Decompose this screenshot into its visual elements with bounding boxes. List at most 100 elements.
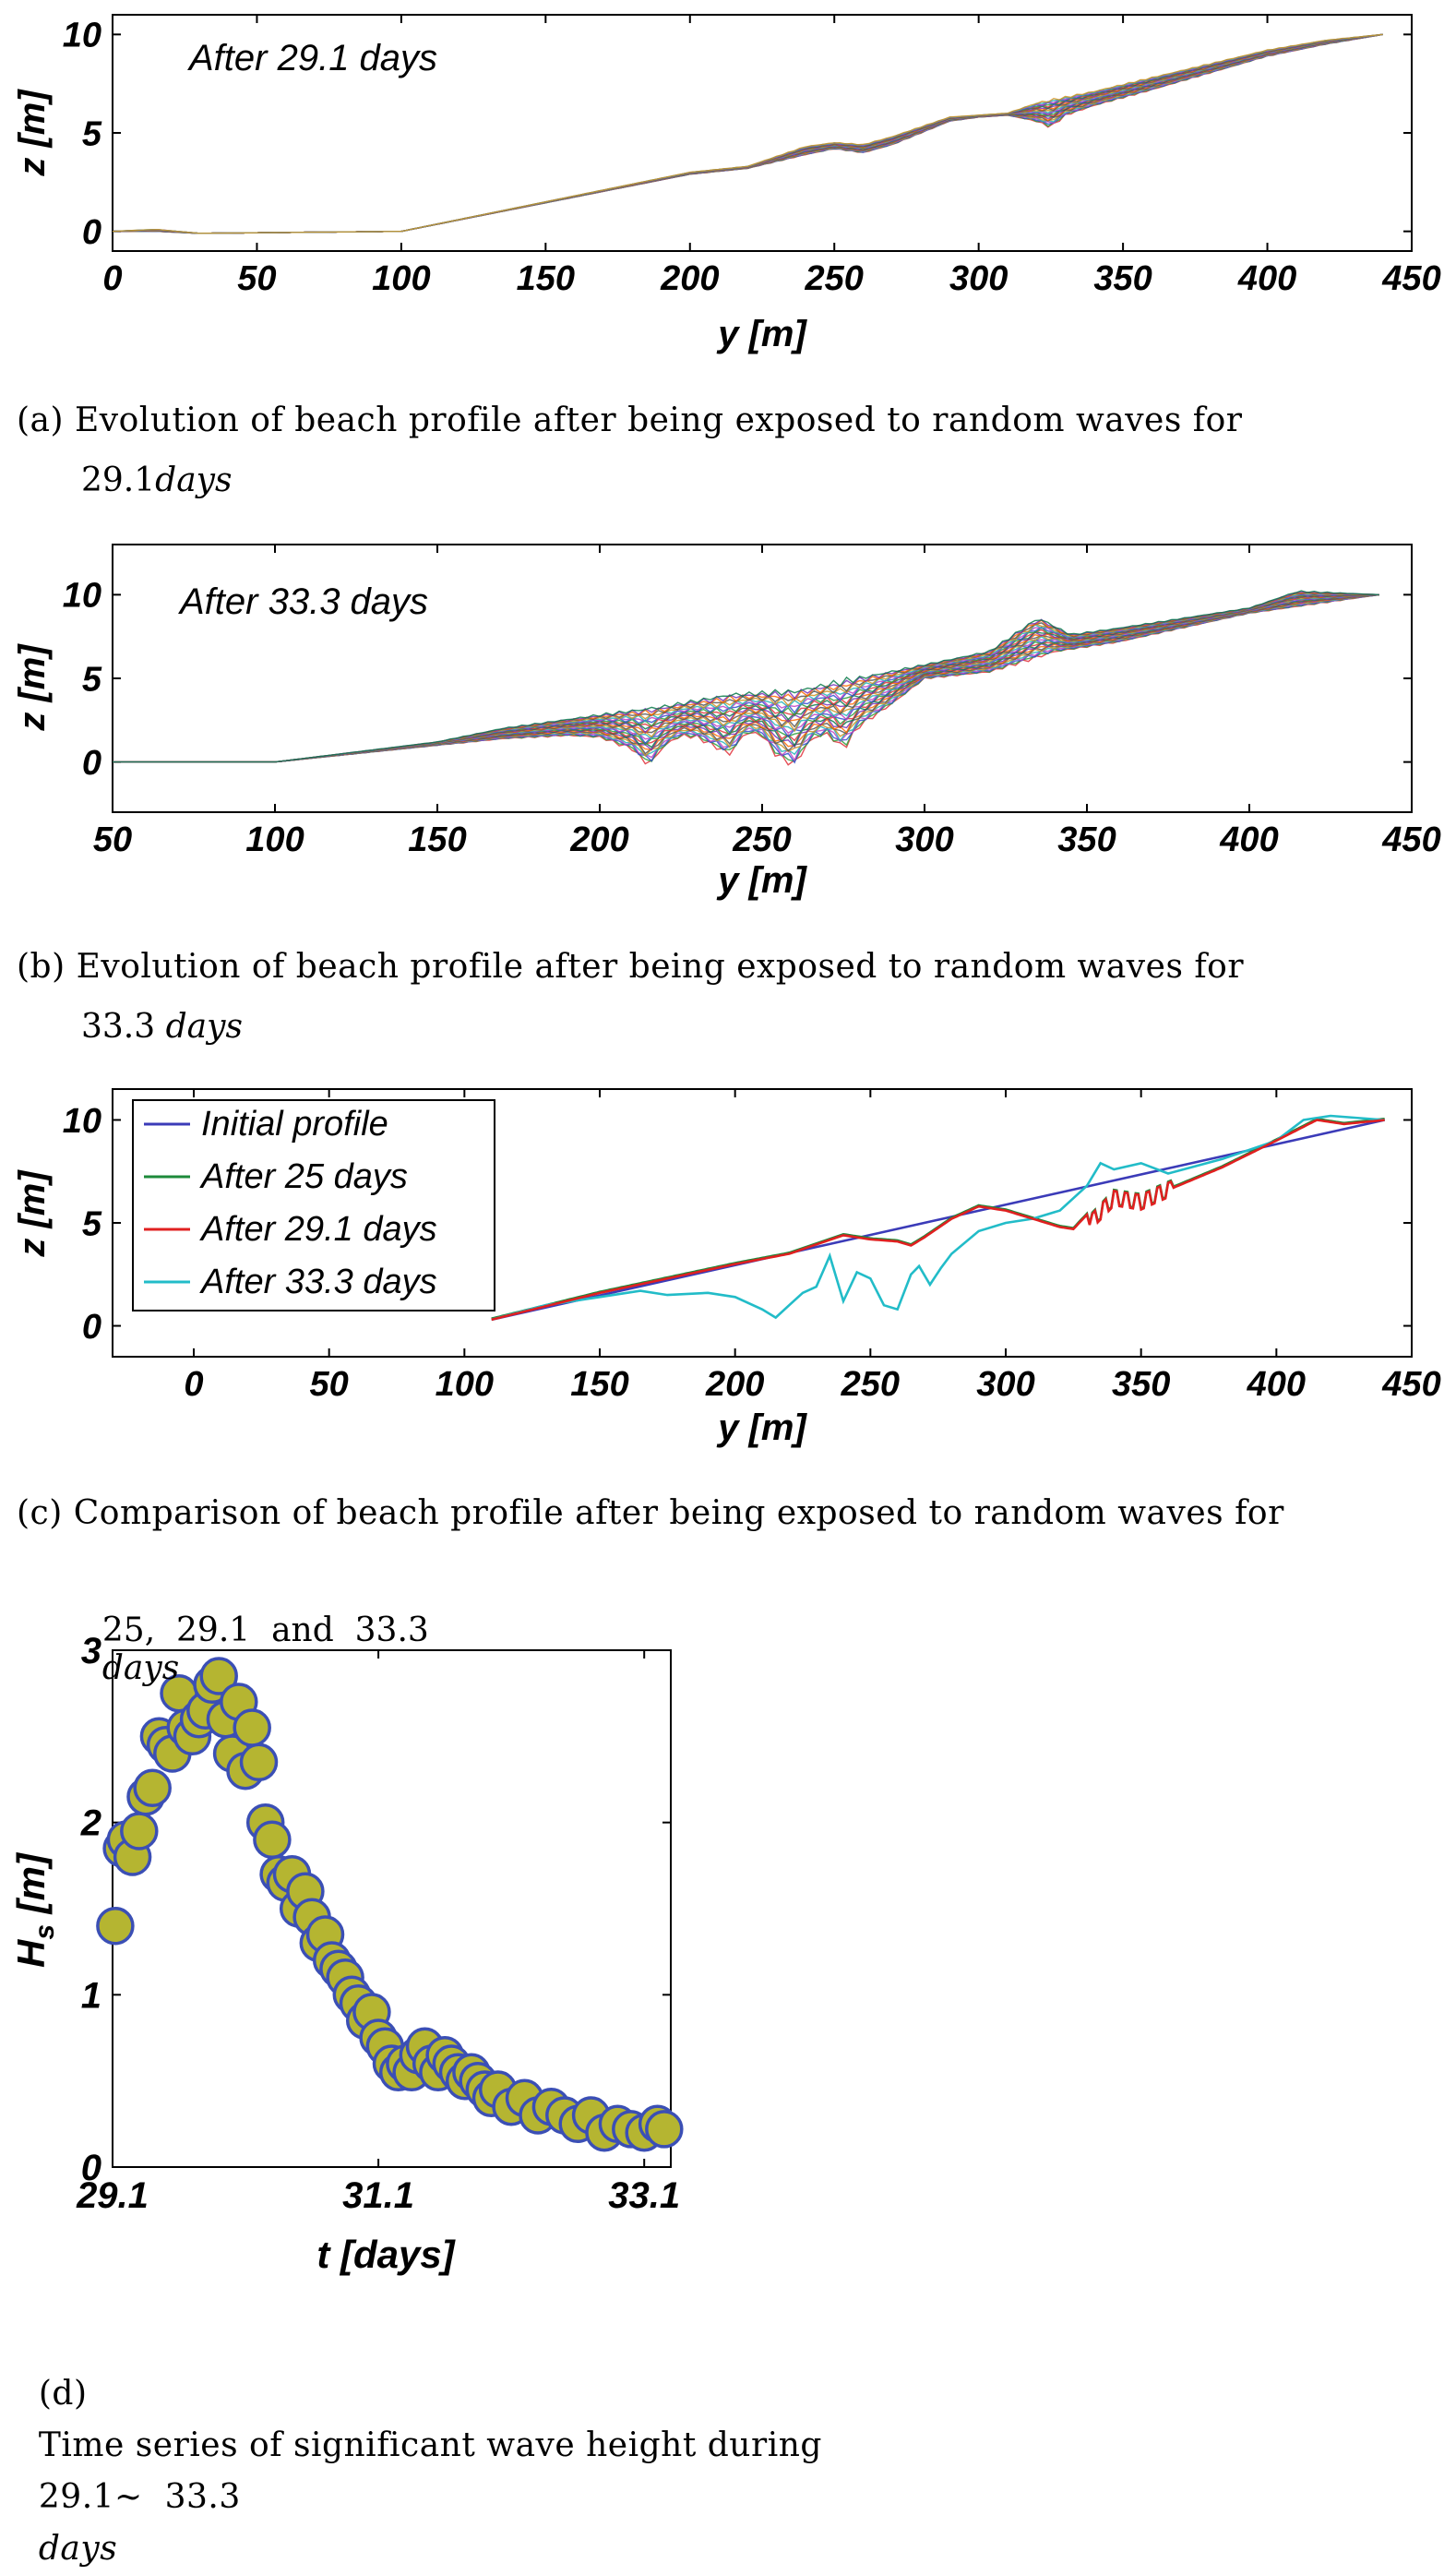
- b-xtick-label: 300: [895, 820, 953, 859]
- panel-b-chart: 50 100 150 200 250 300 350 400 450 0 5 10 After 33.3…: [12, 544, 1441, 901]
- caption-c-unit: days: [101, 1649, 180, 1687]
- d-point: [233, 1708, 271, 1747]
- caption-d-text: Time series of significant wave height d…: [38, 2426, 822, 2464]
- d-xtick-label: 33.1: [608, 2175, 680, 2216]
- b-xtick-label: 350: [1057, 820, 1116, 859]
- d-ylabel: Hs [m]: [9, 1851, 60, 1968]
- d-ytick-label: 0: [81, 2148, 101, 2188]
- d-xtick-label: 29.1: [76, 2175, 149, 2216]
- panel-c-chart: 0 50 100 150 200 250 300 350 400 450 0 5 10 Initial p…: [12, 1088, 1441, 1448]
- d-ytick-label: 2: [80, 1803, 101, 1844]
- a-ytick-label: 5: [82, 114, 102, 153]
- caption-c: (c) Comparison of beach profile after be…: [17, 1488, 1284, 1539]
- a-xlabel: y [m]: [716, 314, 807, 354]
- caption-d-unit: days: [38, 2530, 118, 2568]
- d-ytick-label: 3: [81, 1631, 101, 1671]
- panel-d-chart: 29.1 31.1 33.1 0 1 2 3 t [days] Hs [m]: [9, 1631, 684, 2276]
- b-xtick-label: 450: [1381, 820, 1440, 859]
- c-xtick-label: 100: [436, 1365, 494, 1404]
- b-ylabel: z [m]: [12, 643, 53, 732]
- b-profile-line: [113, 590, 1379, 763]
- b-xtick-label: 200: [569, 820, 628, 859]
- d-point: [96, 1906, 135, 1946]
- caption-b-value: 33.3: [81, 1008, 156, 1046]
- c-xtick-label: 150: [570, 1365, 628, 1404]
- caption-a-value: 29.1: [81, 461, 156, 499]
- b-xtick-label: 100: [245, 820, 304, 859]
- d-ylabel-unit: [m]: [9, 1851, 53, 1924]
- caption-d-label: (d): [38, 2375, 88, 2413]
- a-ytick-label: 10: [63, 17, 101, 55]
- c-legend-label-1: After 25 days: [199, 1157, 408, 1196]
- a-xtick-label: 250: [805, 259, 864, 298]
- c-ytick-label: 10: [63, 1102, 101, 1141]
- a-ylabel: z [m]: [12, 89, 53, 177]
- c-xtick-label: 400: [1247, 1365, 1306, 1404]
- c-xlabel: y [m]: [716, 1407, 807, 1448]
- a-xtick-label: 200: [660, 259, 719, 298]
- d-ylabel-sub: s: [30, 1924, 60, 1940]
- a-xtick-label: 50: [237, 259, 276, 298]
- c-xtick-label: 450: [1381, 1365, 1440, 1404]
- b-xtick-label: 250: [732, 820, 791, 859]
- d-point: [120, 1812, 159, 1850]
- c-series-line-2: [491, 1119, 1385, 1322]
- b-xtick-label: 150: [408, 820, 466, 859]
- c-xtick-label: 0: [184, 1365, 203, 1404]
- caption-b: (b) Evolution of beach profile after bei…: [17, 941, 1244, 993]
- caption-c-text: Comparison of beach profile after being …: [73, 1494, 1284, 1532]
- a-xtick-label: 450: [1381, 259, 1440, 298]
- caption-d: (d) Time series of significant wave heig…: [17, 2317, 822, 2575]
- b-xtick-label: 50: [93, 820, 132, 859]
- a-xtick-label: 0: [102, 259, 122, 298]
- c-xtick-label: 350: [1112, 1365, 1170, 1404]
- caption-a-label: (a): [17, 401, 65, 439]
- caption-c-label: (c): [17, 1494, 63, 1532]
- a-profile-line: [112, 33, 1383, 234]
- d-xtick-label: 31.1: [342, 2175, 414, 2216]
- b-ytick-label: 10: [63, 577, 101, 616]
- c-ylabel: z [m]: [12, 1169, 53, 1258]
- d-ylabel-text: Hs [m]: [9, 1851, 60, 1968]
- b-annotation: After 33.3 days: [178, 581, 428, 622]
- panel-a-chart: 0 50 100 150 200 250 300 350 400 450 0 5 10 After 29.…: [12, 14, 1441, 354]
- caption-a-line2: 29.1days: [81, 461, 232, 499]
- c-xtick-label: 300: [976, 1365, 1034, 1404]
- a-ytick-label: 0: [82, 213, 101, 252]
- caption-a-text: Evolution of beach profile after being e…: [75, 401, 1243, 439]
- caption-c-values: 25, 29.1 and 33.3: [101, 1611, 429, 1649]
- c-legend-label-2: After 29.1 days: [199, 1210, 437, 1249]
- d-ytick-label: 1: [81, 1975, 101, 2016]
- c-legend-label-3: After 33.3 days: [199, 1263, 437, 1301]
- b-ytick-label: 5: [82, 660, 102, 699]
- a-xtick-label: 350: [1093, 259, 1152, 298]
- d-point: [133, 1768, 172, 1808]
- c-xtick-label: 50: [310, 1365, 349, 1404]
- c-xtick-label: 200: [705, 1365, 764, 1404]
- d-ylabel-main: H: [9, 1938, 53, 1968]
- a-xtick-label: 150: [517, 259, 575, 298]
- caption-a-unit: days: [155, 461, 233, 499]
- caption-b-label: (b): [17, 948, 66, 986]
- d-point: [645, 2110, 684, 2149]
- b-xtick-label: 400: [1219, 820, 1278, 859]
- caption-d-value: 29.1~ 33.3: [38, 2478, 241, 2516]
- c-ytick-label: 5: [82, 1204, 102, 1243]
- c-legend-label-0: Initial profile: [201, 1105, 388, 1144]
- caption-b-line2: 33.3 days: [81, 1008, 243, 1046]
- c-xtick-label: 250: [841, 1365, 900, 1404]
- d-point: [239, 1743, 279, 1782]
- c-legend-box: [132, 1099, 495, 1311]
- d-point: [199, 1657, 238, 1695]
- a-xtick-label: 400: [1237, 259, 1296, 298]
- caption-b-text: Evolution of beach profile after being e…: [76, 948, 1245, 986]
- caption-b-unit: days: [165, 1008, 243, 1046]
- a-xtick-label: 300: [949, 259, 1008, 298]
- caption-c-line2: 25, 29.1 and 33.3 days: [81, 1574, 429, 1687]
- d-xlabel: t [days]: [316, 2233, 456, 2276]
- c-ytick-label: 0: [82, 1308, 101, 1347]
- a-xtick-label: 100: [372, 259, 430, 298]
- caption-a: (a) Evolution of beach profile after bei…: [17, 395, 1243, 447]
- a-annotation: After 29.1 days: [187, 38, 437, 78]
